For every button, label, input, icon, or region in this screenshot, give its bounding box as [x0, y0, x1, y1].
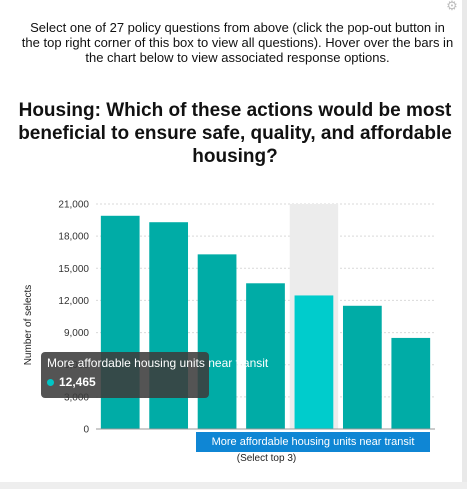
tooltip-value: 12,465 — [59, 375, 96, 389]
y-tick-label: 12,000 — [58, 296, 89, 307]
bar — [246, 283, 285, 429]
bar — [342, 305, 382, 429]
y-tick-label: 18,000 — [58, 232, 89, 243]
y-tick-label: 9,000 — [64, 328, 89, 339]
panel-scroll-edge — [462, 0, 467, 489]
instructions-text: Select one of 27 policy questions from a… — [21, 20, 454, 65]
y-tick-label: 21,000 — [58, 200, 89, 211]
bar-tooltip: More affordable housing units near trans… — [41, 352, 268, 398]
bar — [197, 254, 237, 429]
chart-title: Housing: Which of these actions would be… — [18, 100, 452, 167]
bar — [294, 295, 334, 429]
y-tick-label: 15,000 — [58, 264, 89, 275]
x-axis-label: (Select top 3) — [236, 453, 297, 464]
bar — [391, 337, 431, 429]
tooltip-label: More affordable housing units near trans… — [47, 356, 269, 370]
y-tick-label: 0 — [83, 425, 89, 436]
x-category-hover-label: More affordable housing units near trans… — [196, 432, 430, 452]
gear-icon[interactable]: ⚙ — [446, 0, 458, 13]
y-axis-label: Number of selects — [23, 285, 34, 366]
panel-bottom-edge — [0, 482, 467, 489]
tooltip-series-dot — [47, 379, 54, 386]
